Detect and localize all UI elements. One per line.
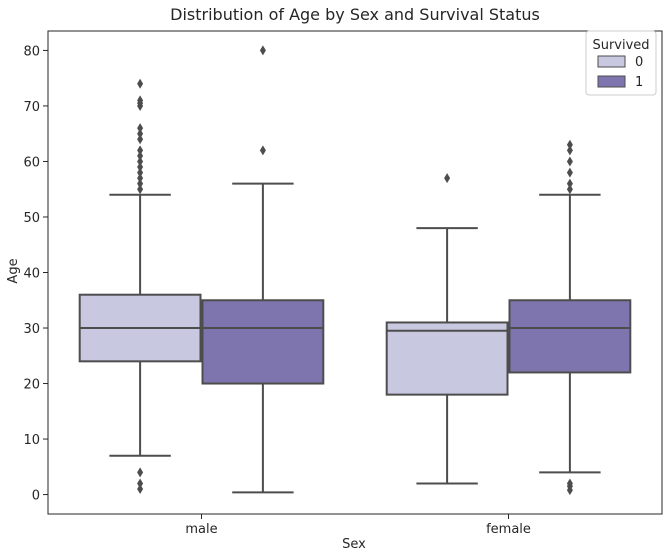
x-axis-label: Sex [342, 537, 366, 552]
outlier-point [137, 178, 144, 189]
outlier-point [566, 184, 573, 195]
y-tick-label: 40 [23, 267, 40, 282]
outlier-point [566, 139, 573, 150]
outlier-point [137, 162, 144, 173]
box [508, 299, 632, 374]
y-tick-label: 50 [23, 211, 40, 226]
outlier-point [137, 128, 144, 139]
outlier-point [137, 95, 144, 106]
legend-swatch [597, 75, 626, 88]
outlier-point [259, 145, 266, 156]
chart-title: Distribution of Age by Sex and Survival … [170, 5, 540, 24]
y-tick-label: 80 [23, 44, 40, 59]
outlier-point [137, 484, 144, 495]
legend-label: 0 [635, 55, 643, 70]
box [385, 321, 509, 396]
outlier-point [137, 150, 144, 161]
legend-title: Survived [592, 38, 649, 53]
outlier-point [444, 173, 451, 184]
y-tick-label: 10 [23, 433, 40, 448]
outlier-point [137, 478, 144, 489]
outlier-point [137, 78, 144, 89]
x-axis: male female [185, 514, 531, 537]
x-tick-label: male [185, 522, 217, 537]
x-tick-label: female [486, 522, 531, 537]
outlier-point [566, 178, 573, 189]
y-tick-label: 20 [23, 378, 40, 393]
outlier-point [137, 145, 144, 156]
legend-swatch [597, 55, 626, 68]
outlier-point [566, 156, 573, 167]
outlier-point [566, 167, 573, 178]
y-axis-label: Age [6, 258, 21, 283]
y-axis: 0 10 20 30 40 50 60 70 80 [23, 44, 48, 504]
outlier-point [566, 478, 573, 489]
y-tick-label: 0 [32, 489, 40, 504]
outlier-point [137, 123, 144, 134]
outlier-point [137, 173, 144, 184]
box [201, 299, 325, 385]
y-tick-label: 70 [23, 100, 40, 115]
y-tick-label: 60 [23, 155, 40, 170]
outlier-point [566, 145, 573, 156]
outlier-point [137, 184, 144, 195]
y-tick-label: 30 [23, 322, 40, 337]
outlier-point [137, 134, 144, 145]
outlier-point [259, 45, 266, 56]
box-series [78, 45, 632, 496]
outlier-point [137, 156, 144, 167]
outlier-point [137, 167, 144, 178]
outlier-point [137, 467, 144, 478]
legend-label: 1 [635, 75, 643, 90]
legend: Survived 0 1 [585, 30, 657, 96]
